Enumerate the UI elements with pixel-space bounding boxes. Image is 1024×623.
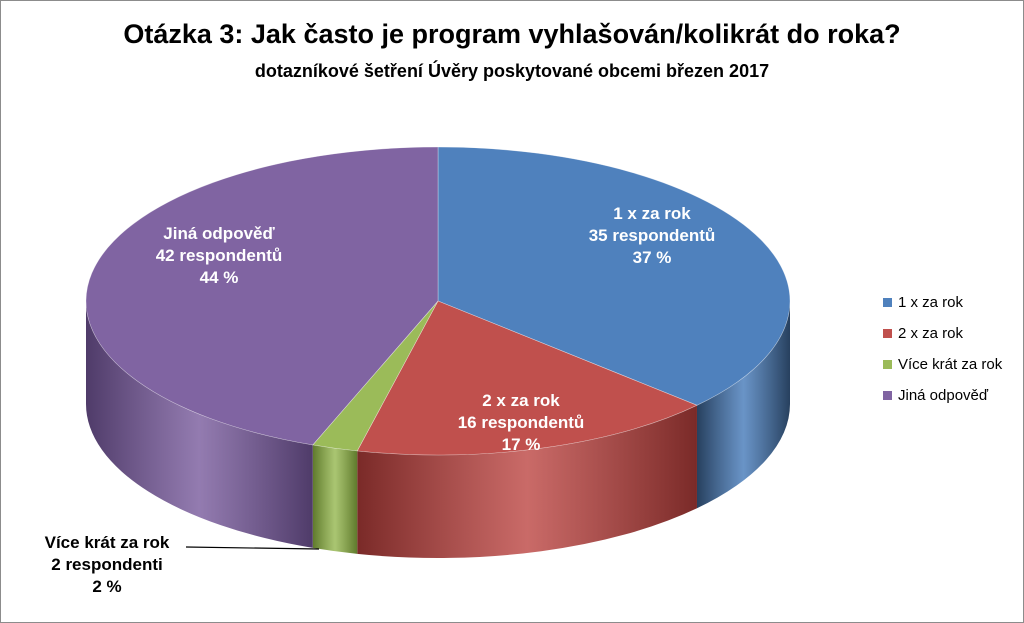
leader-line-vice-krat-za-rok xyxy=(185,546,320,550)
data-label-line: 1 x za rok xyxy=(613,204,691,223)
data-label-line: 17 % xyxy=(502,435,541,454)
pie-top-group xyxy=(85,146,791,456)
data-label-line: 35 respondentů xyxy=(589,226,716,245)
data-label-line: Jiná odpověď xyxy=(163,224,275,243)
data-label-line: 42 respondentů xyxy=(156,246,283,265)
legend-swatch-2-x-za-rok xyxy=(883,329,892,338)
data-label-line: 2 % xyxy=(92,577,121,596)
pie-slice-1-x-za-rok xyxy=(437,146,791,406)
data-label-2-x-za-rok: 2 x za rok 16 respondentů 17 % xyxy=(458,391,585,454)
data-label-line: 16 respondentů xyxy=(458,413,585,432)
data-label-vice-krat-za-rok: Více krát za rok 2 respondenti 2 % xyxy=(45,533,170,596)
legend-swatch-vice-krat-za-rok xyxy=(883,360,892,369)
data-label-1-x-za-rok: 1 x za rok 35 respondentů 37 % xyxy=(589,204,716,267)
data-label-line: 2 x za rok xyxy=(482,391,560,410)
legend: 1 x za rok 2 x za rok Více krát za rok Jiná… xyxy=(883,294,1003,404)
pie-side-2-x-za-rok xyxy=(357,405,697,558)
legend-label-jina-odpoved: Jiná odpověď xyxy=(898,387,989,404)
legend-swatch-1-x-za-rok xyxy=(883,298,892,307)
legend-label-2-x-za-rok: 2 x za rok xyxy=(898,325,964,342)
data-label-line: Více krát za rok xyxy=(45,533,170,552)
legend-swatch-jina-odpoved xyxy=(883,391,892,400)
data-label-jina-odpoved: Jiná odpověď 42 respondentů 44 % xyxy=(156,224,283,287)
pie-slice-jina-odpoved xyxy=(85,146,439,446)
pie-side-group xyxy=(86,301,790,558)
chart-subtitle: dotazníkové šetření Úvěry poskytované ob… xyxy=(254,61,770,81)
pie-side-jina-odpoved xyxy=(86,301,313,548)
pie-side-vice-krat-za-rok xyxy=(312,444,358,554)
pie-side-1-x-za-rok xyxy=(696,301,790,509)
legend-label-vice-krat-za-rok: Více krát za rok xyxy=(898,356,1003,373)
chart-title: Otázka 3: Jak často je program vyhlašová… xyxy=(123,19,901,49)
data-label-line: 37 % xyxy=(633,248,672,267)
pie-slice-2-x-za-rok xyxy=(356,300,698,456)
data-label-line: 44 % xyxy=(200,268,239,287)
data-label-line: 2 respondenti xyxy=(51,555,162,574)
legend-label-1-x-za-rok: 1 x za rok xyxy=(898,294,964,311)
